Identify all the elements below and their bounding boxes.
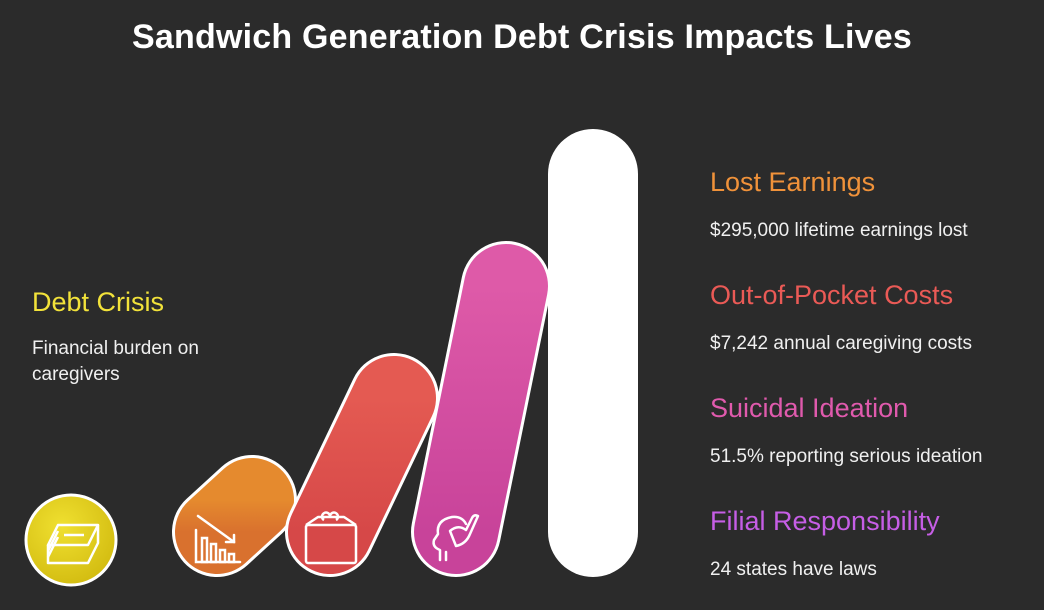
filial-responsibility-bar xyxy=(548,129,638,577)
filial-responsibility-heading: Filial Responsibility xyxy=(710,506,940,536)
debt-crisis-heading: Debt Crisis xyxy=(32,287,165,317)
filial-responsibility-block: Filial Responsibility 24 states have law… xyxy=(710,506,1040,581)
lost-earnings-heading: Lost Earnings xyxy=(710,167,876,197)
suicidal-ideation-bar xyxy=(411,241,551,577)
lost-earnings-description: $295,000 lifetime earnings lost xyxy=(710,220,968,241)
out-of-pocket-heading: Out-of-Pocket Costs xyxy=(710,280,954,310)
out-of-pocket-description: $7,242 annual caregiving costs xyxy=(710,333,972,354)
debt-crisis-block: Debt Crisis Financial burden on caregive… xyxy=(32,287,282,388)
debt-crisis-description: Financial burden on caregivers xyxy=(32,338,199,385)
head-hand-icon xyxy=(432,514,480,562)
lost-earnings-bar xyxy=(172,455,297,577)
money-stack-icon xyxy=(46,523,100,565)
lost-earnings-block: Lost Earnings $295,000 lifetime earnings… xyxy=(710,167,1040,242)
suicidal-ideation-description: 51.5% reporting serious ideation xyxy=(710,446,983,467)
filial-responsibility-description: 24 states have laws xyxy=(710,559,877,580)
suicidal-ideation-heading: Suicidal Ideation xyxy=(710,393,909,423)
out-of-pocket-bar xyxy=(285,353,439,577)
suicidal-ideation-block: Suicidal Ideation 51.5% reporting seriou… xyxy=(710,393,1040,468)
declining-chart-icon xyxy=(194,514,242,564)
out-of-pocket-block: Out-of-Pocket Costs $7,242 annual caregi… xyxy=(710,280,1040,355)
page-title: Sandwich Generation Debt Crisis Impacts … xyxy=(132,18,912,56)
debt-crisis-badge xyxy=(24,493,118,587)
law-scales-icon xyxy=(568,512,618,565)
wallet-icon xyxy=(304,511,358,565)
